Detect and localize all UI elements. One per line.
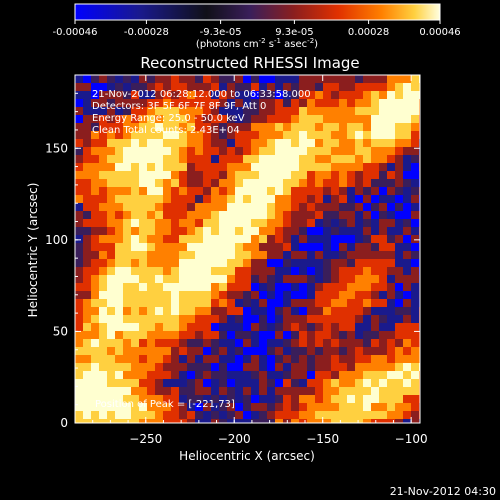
y-tick-label: 50 (53, 324, 68, 338)
timestamp: 21-Nov-2012 04:30 (389, 485, 496, 498)
x-tick-label: −200 (218, 432, 251, 446)
chart-title: Reconstructed RHESSI Image (140, 54, 359, 72)
x-tick-label: −100 (395, 432, 428, 446)
x-axis-label: Heliocentric X (arcsec) (179, 449, 315, 463)
colorbar-tick-label: -0.00046 (53, 27, 98, 38)
colorbar: -0.00046 -0.00028 -9.3e-05 9.3e-05 0.00028 0.… (53, 3, 461, 50)
energy-range-text: Energy Range: 25.0 - 50.0 keV (92, 113, 245, 124)
colorbar-tick-label: -9.3e-05 (200, 27, 242, 38)
time-range-text: 21-Nov-2012 06:28:12.000 to 06:33:58.000 (92, 89, 311, 100)
detectors-text: Detectors: 3F 5F 6F 7F 8F 9F, Att 0 (92, 101, 266, 112)
info-annotations: 21-Nov-2012 06:28:12.000 to 06:33:58.000… (92, 89, 311, 410)
x-tick-label: −250 (129, 432, 162, 446)
colorbar-ticks: -0.00046 -0.00028 -9.3e-05 9.3e-05 0.00028 0.… (53, 20, 461, 38)
x-tick-label: −150 (306, 432, 339, 446)
colorbar-tick-label: -0.00028 (124, 27, 169, 38)
colorbar-tick-label: 0.00028 (348, 27, 389, 38)
peak-position-text: Position of Peak = [-221,73] (95, 399, 235, 410)
colorbar-tick-label: 0.00046 (419, 27, 460, 38)
colorbar-gradient (74, 3, 441, 21)
y-tick-label: 100 (45, 233, 68, 247)
total-counts-text: Clean Total counts: 2.43E+04 (92, 125, 240, 136)
colorbar-units: (photons cm-2 s-1 asec-2) (196, 37, 318, 50)
plot-frame (74, 74, 421, 424)
y-tick-label: 0 (60, 416, 68, 430)
y-tick-label: 150 (45, 141, 68, 155)
x-axis: −250 −200 −150 −100 (74, 75, 428, 446)
y-axis-label: Heliocentric Y (arcsec) (26, 183, 40, 318)
colorbar-tick-label: 9.3e-05 (275, 27, 313, 38)
heatmap-image (75, 75, 420, 423)
y-axis: 0 50 100 150 (45, 74, 420, 430)
